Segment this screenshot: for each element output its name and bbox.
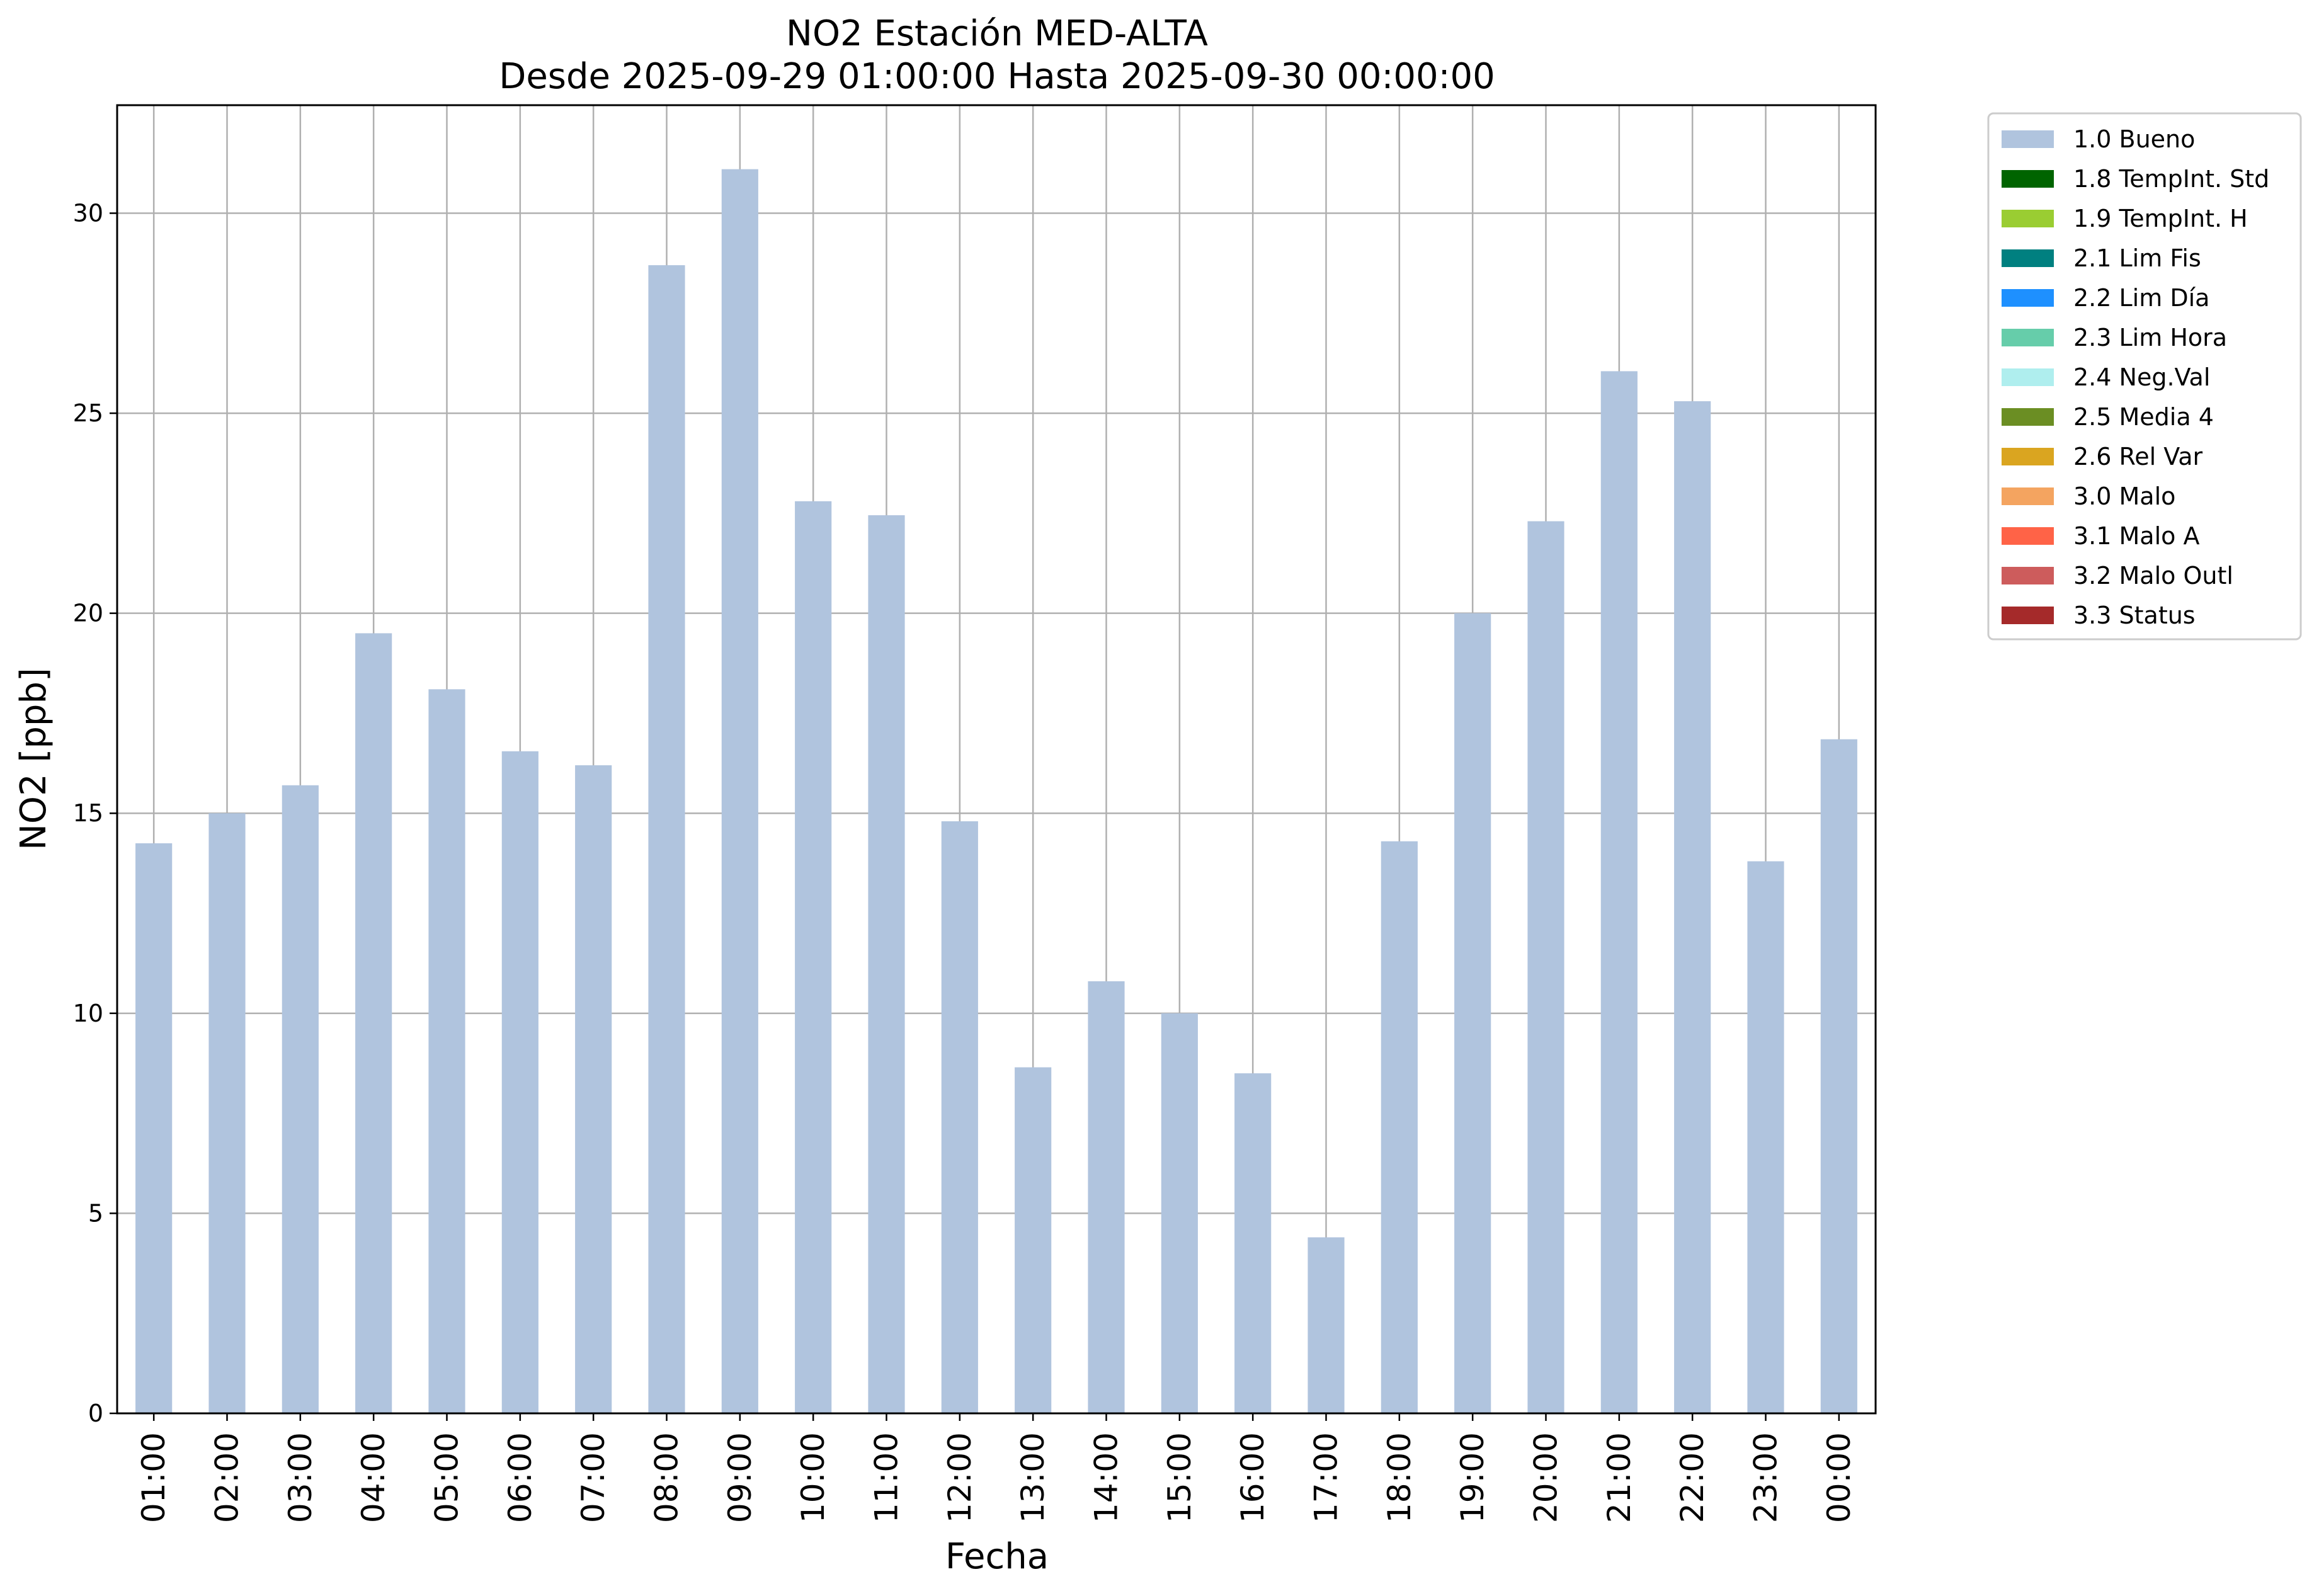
x-axis-label: Fecha bbox=[945, 1536, 1049, 1577]
bar bbox=[575, 765, 612, 1413]
legend-swatch bbox=[2002, 249, 2054, 267]
x-tick-label: 01:00 bbox=[135, 1432, 172, 1523]
legend-label: 2.6 Rel Var bbox=[2073, 443, 2203, 470]
x-tick-label: 07:00 bbox=[575, 1432, 612, 1523]
legend-swatch bbox=[2002, 607, 2054, 624]
legend-swatch bbox=[2002, 408, 2054, 426]
bar bbox=[282, 785, 319, 1413]
bar bbox=[1820, 739, 1857, 1413]
x-tick-label: 14:00 bbox=[1088, 1432, 1125, 1523]
x-tick-label: 22:00 bbox=[1674, 1432, 1711, 1523]
x-tick-label: 13:00 bbox=[1015, 1432, 1051, 1523]
legend-label: 2.4 Neg.Val bbox=[2073, 363, 2210, 391]
bar bbox=[501, 751, 538, 1413]
legend-swatch bbox=[2002, 368, 2054, 386]
legend-label: 2.3 Lim Hora bbox=[2073, 324, 2227, 351]
bar bbox=[1088, 981, 1125, 1413]
bar bbox=[1308, 1237, 1345, 1413]
x-tick-label: 20:00 bbox=[1528, 1432, 1564, 1523]
legend-label: 2.2 Lim Día bbox=[2073, 284, 2209, 312]
y-tick-label: 0 bbox=[88, 1399, 103, 1427]
legend-swatch bbox=[2002, 567, 2054, 584]
legend-swatch bbox=[2002, 527, 2054, 545]
y-axis-label: NO2 [ppb] bbox=[13, 668, 54, 850]
legend-swatch bbox=[2002, 130, 2054, 148]
chart-title: NO2 Estación MED-ALTA bbox=[786, 13, 1208, 54]
x-axis: 01:00 02:00 03:00 04:00 05:00 06:00 07:00 08:00… bbox=[135, 1413, 1857, 1523]
bar bbox=[868, 515, 905, 1414]
x-tick-label: 17:00 bbox=[1308, 1432, 1345, 1523]
bar bbox=[1747, 861, 1784, 1413]
bar bbox=[1527, 521, 1564, 1413]
y-tick-label: 10 bbox=[73, 1000, 103, 1027]
x-tick-label: 16:00 bbox=[1234, 1432, 1271, 1523]
legend-box bbox=[1987, 112, 2302, 641]
bar bbox=[721, 169, 758, 1413]
y-gridlines bbox=[117, 212, 1876, 1214]
x-tick-label: 11:00 bbox=[869, 1432, 905, 1523]
legend-label: 3.3 Status bbox=[2073, 601, 2196, 629]
x-tick-label: 02:00 bbox=[209, 1432, 246, 1523]
bar bbox=[208, 813, 246, 1413]
legend-swatch bbox=[2002, 289, 2054, 307]
y-axis: 0 5 10 15 20 25 30 bbox=[73, 199, 117, 1427]
bar bbox=[428, 689, 465, 1413]
x-tick-label: 08:00 bbox=[649, 1432, 685, 1523]
bar bbox=[1381, 841, 1418, 1413]
legend-swatch bbox=[2002, 329, 2054, 346]
legend-label: 1.0 Bueno bbox=[2073, 125, 2195, 153]
legend-swatch bbox=[2002, 448, 2054, 465]
legend-swatch bbox=[2002, 487, 2054, 505]
x-tick-label: 23:00 bbox=[1748, 1432, 1784, 1523]
bar bbox=[941, 821, 978, 1413]
x-tick-label: 15:00 bbox=[1161, 1432, 1198, 1523]
legend-swatch bbox=[2002, 210, 2054, 227]
legend-label: 1.8 TempInt. Std bbox=[2073, 165, 2269, 193]
bar-series bbox=[135, 169, 1857, 1414]
legend-label: 3.2 Malo Outl bbox=[2073, 562, 2233, 590]
y-tick-label: 15 bbox=[73, 799, 103, 827]
bar bbox=[795, 501, 832, 1413]
bar bbox=[648, 265, 685, 1414]
x-tick-label: 09:00 bbox=[722, 1432, 758, 1523]
y-tick-label: 20 bbox=[73, 600, 103, 627]
bar bbox=[1161, 1013, 1198, 1413]
legend-label: 2.1 Lim Fis bbox=[2073, 244, 2201, 272]
x-tick-label: 19:00 bbox=[1454, 1432, 1491, 1523]
bar bbox=[1674, 401, 1711, 1414]
bar bbox=[135, 843, 173, 1413]
bar bbox=[1234, 1073, 1272, 1413]
bar bbox=[355, 633, 392, 1413]
legend-label: 2.5 Media 4 bbox=[2073, 403, 2214, 431]
legend-label: 3.1 Malo A bbox=[2073, 522, 2199, 550]
x-tick-label: 12:00 bbox=[942, 1432, 978, 1523]
x-tick-label: 06:00 bbox=[502, 1432, 538, 1523]
bar bbox=[1600, 371, 1638, 1413]
legend-swatch bbox=[2002, 170, 2054, 188]
chart-subtitle: Desde 2025-09-29 01:00:00 Hasta 2025-09-… bbox=[499, 56, 1495, 97]
bar bbox=[1454, 613, 1491, 1414]
y-tick-label: 5 bbox=[88, 1199, 103, 1227]
legend-label: 3.0 Malo bbox=[2073, 482, 2175, 510]
bar bbox=[1015, 1067, 1052, 1413]
legend-label: 1.9 TempInt. H bbox=[2073, 205, 2248, 232]
x-tick-label: 10:00 bbox=[795, 1432, 831, 1523]
legend: 1.0 Bueno 1.8 TempInt. Std 1.9 TempInt. H 2… bbox=[1987, 112, 2302, 641]
plot-frame bbox=[116, 104, 1877, 1415]
x-tick-label: 18:00 bbox=[1381, 1432, 1418, 1523]
x-tick-label: 00:00 bbox=[1821, 1432, 1857, 1523]
x-tick-label: 05:00 bbox=[429, 1432, 465, 1523]
y-tick-label: 30 bbox=[73, 199, 103, 227]
x-tick-label: 03:00 bbox=[282, 1432, 319, 1523]
x-tick-label: 21:00 bbox=[1601, 1432, 1638, 1523]
x-tick-label: 04:00 bbox=[355, 1432, 392, 1523]
y-tick-label: 25 bbox=[73, 399, 103, 427]
